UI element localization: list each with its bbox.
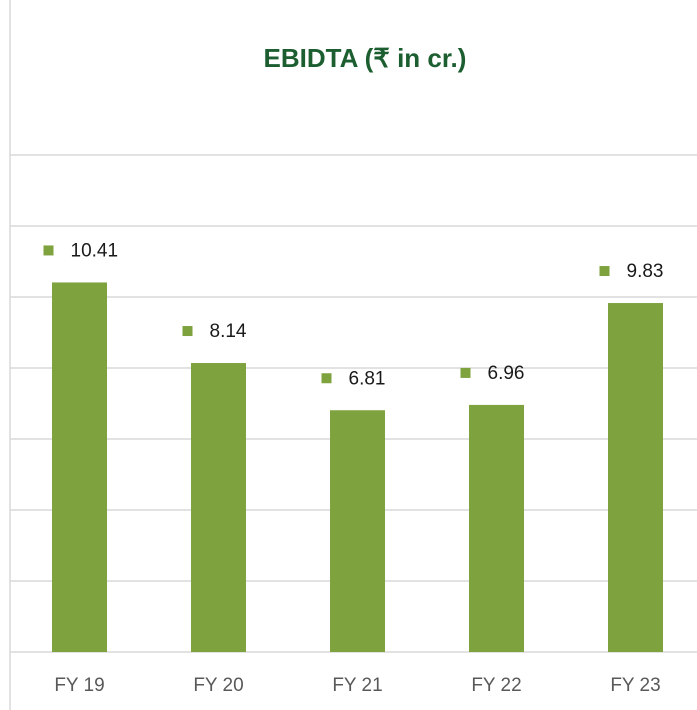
x-tick-label: FY 20 (193, 675, 243, 696)
label-marker (599, 266, 610, 277)
bar (330, 410, 385, 652)
bar (608, 303, 663, 652)
x-tick-label: FY 22 (471, 675, 521, 696)
data-label: 6.81 (349, 368, 386, 389)
label-marker (182, 326, 193, 337)
data-label: 6.96 (488, 363, 525, 384)
label-marker (460, 367, 471, 378)
data-label: 8.14 (210, 321, 247, 342)
x-tick-label: FY 19 (54, 675, 104, 696)
data-label: 9.83 (627, 261, 664, 282)
bar (191, 363, 246, 652)
bar (469, 404, 524, 652)
label-marker (321, 373, 332, 384)
label-marker (43, 245, 54, 256)
x-tick-label: FY 21 (332, 675, 382, 696)
data-label: 10.41 (71, 240, 119, 261)
x-tick-label: FY 23 (610, 675, 660, 696)
chart-title: EBIDTA (₹ in cr.) (264, 43, 467, 73)
bar (52, 282, 107, 652)
